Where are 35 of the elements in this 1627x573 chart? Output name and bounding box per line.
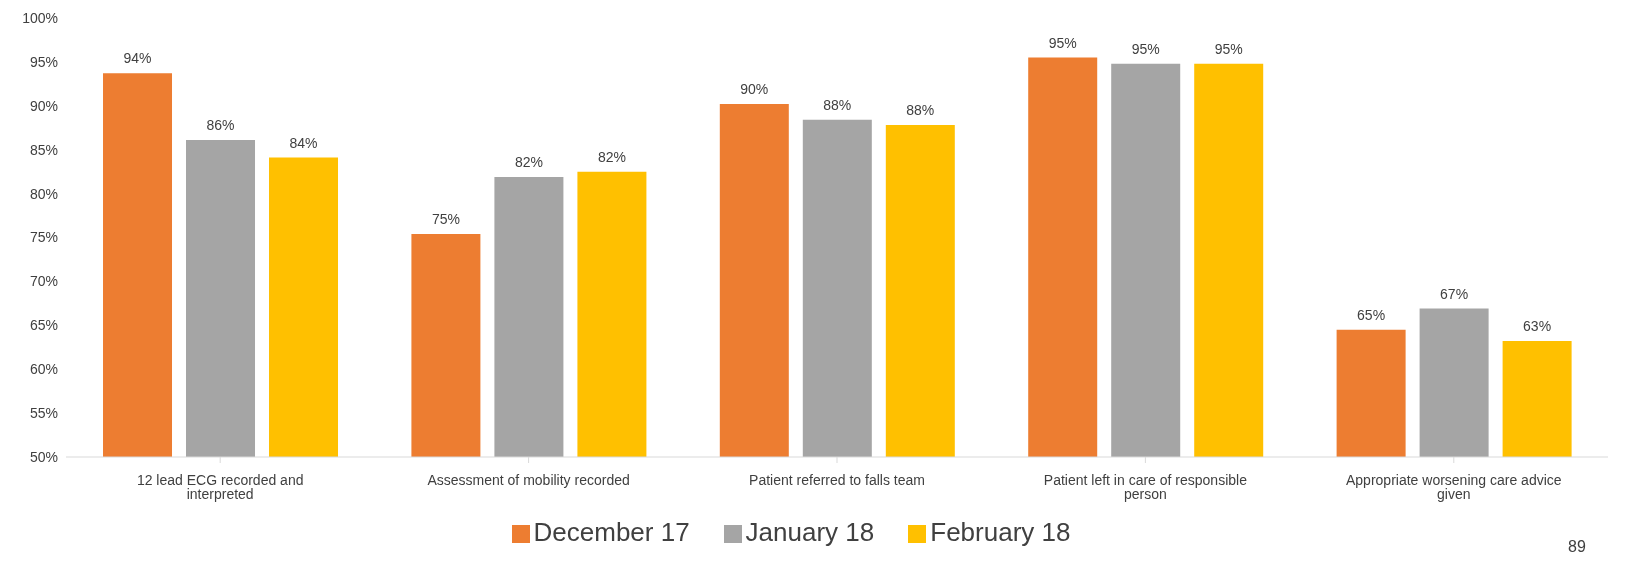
y-tick-label: 50% xyxy=(29,448,58,465)
y-tick-label: 80% xyxy=(29,185,58,202)
y-tick-label: 75% xyxy=(29,229,58,246)
data-label: 95% xyxy=(1131,40,1160,57)
text: 89 xyxy=(1568,538,1586,556)
data-label: 88% xyxy=(906,102,935,119)
data-label: 67% xyxy=(1440,285,1469,302)
y-tick-label: 100% xyxy=(22,9,58,26)
legend-label: January 18 xyxy=(745,517,875,547)
data-label: 95% xyxy=(1214,40,1243,57)
y-tick-label: 60% xyxy=(29,361,58,378)
y-tick-label: 65% xyxy=(29,317,58,334)
data-label: 65% xyxy=(1357,306,1386,323)
x-tick-label: Patient left in care of responsible person xyxy=(1043,471,1248,502)
data-label: 63% xyxy=(1523,318,1552,335)
data-label: 82% xyxy=(514,153,543,170)
data-label: 88% xyxy=(823,96,852,113)
y-tick-label: 90% xyxy=(29,97,58,114)
data-label: 90% xyxy=(740,81,769,98)
y-tick-label: 55% xyxy=(29,405,58,422)
legend-label: February 18 xyxy=(930,517,1071,547)
x-tick-label: 12 lead ECG recorded and interpreted xyxy=(136,471,304,502)
data-label: 94% xyxy=(123,50,152,67)
x-tick-label: Assessment of mobility recorded xyxy=(427,471,630,488)
data-label: 86% xyxy=(206,117,235,134)
data-label: 75% xyxy=(431,210,460,227)
y-tick-label: 70% xyxy=(29,273,58,290)
data-label: 82% xyxy=(597,148,626,165)
data-label: 95% xyxy=(1048,34,1077,51)
y-tick-label: 85% xyxy=(29,141,58,158)
legend-label: December 17 xyxy=(533,517,690,547)
x-tick-label: Patient referred to falls team xyxy=(749,471,925,488)
y-tick-label: 95% xyxy=(29,53,58,70)
x-tick-label: Appropriate worsening care advice given xyxy=(1346,471,1562,502)
data-label: 84% xyxy=(289,134,318,151)
